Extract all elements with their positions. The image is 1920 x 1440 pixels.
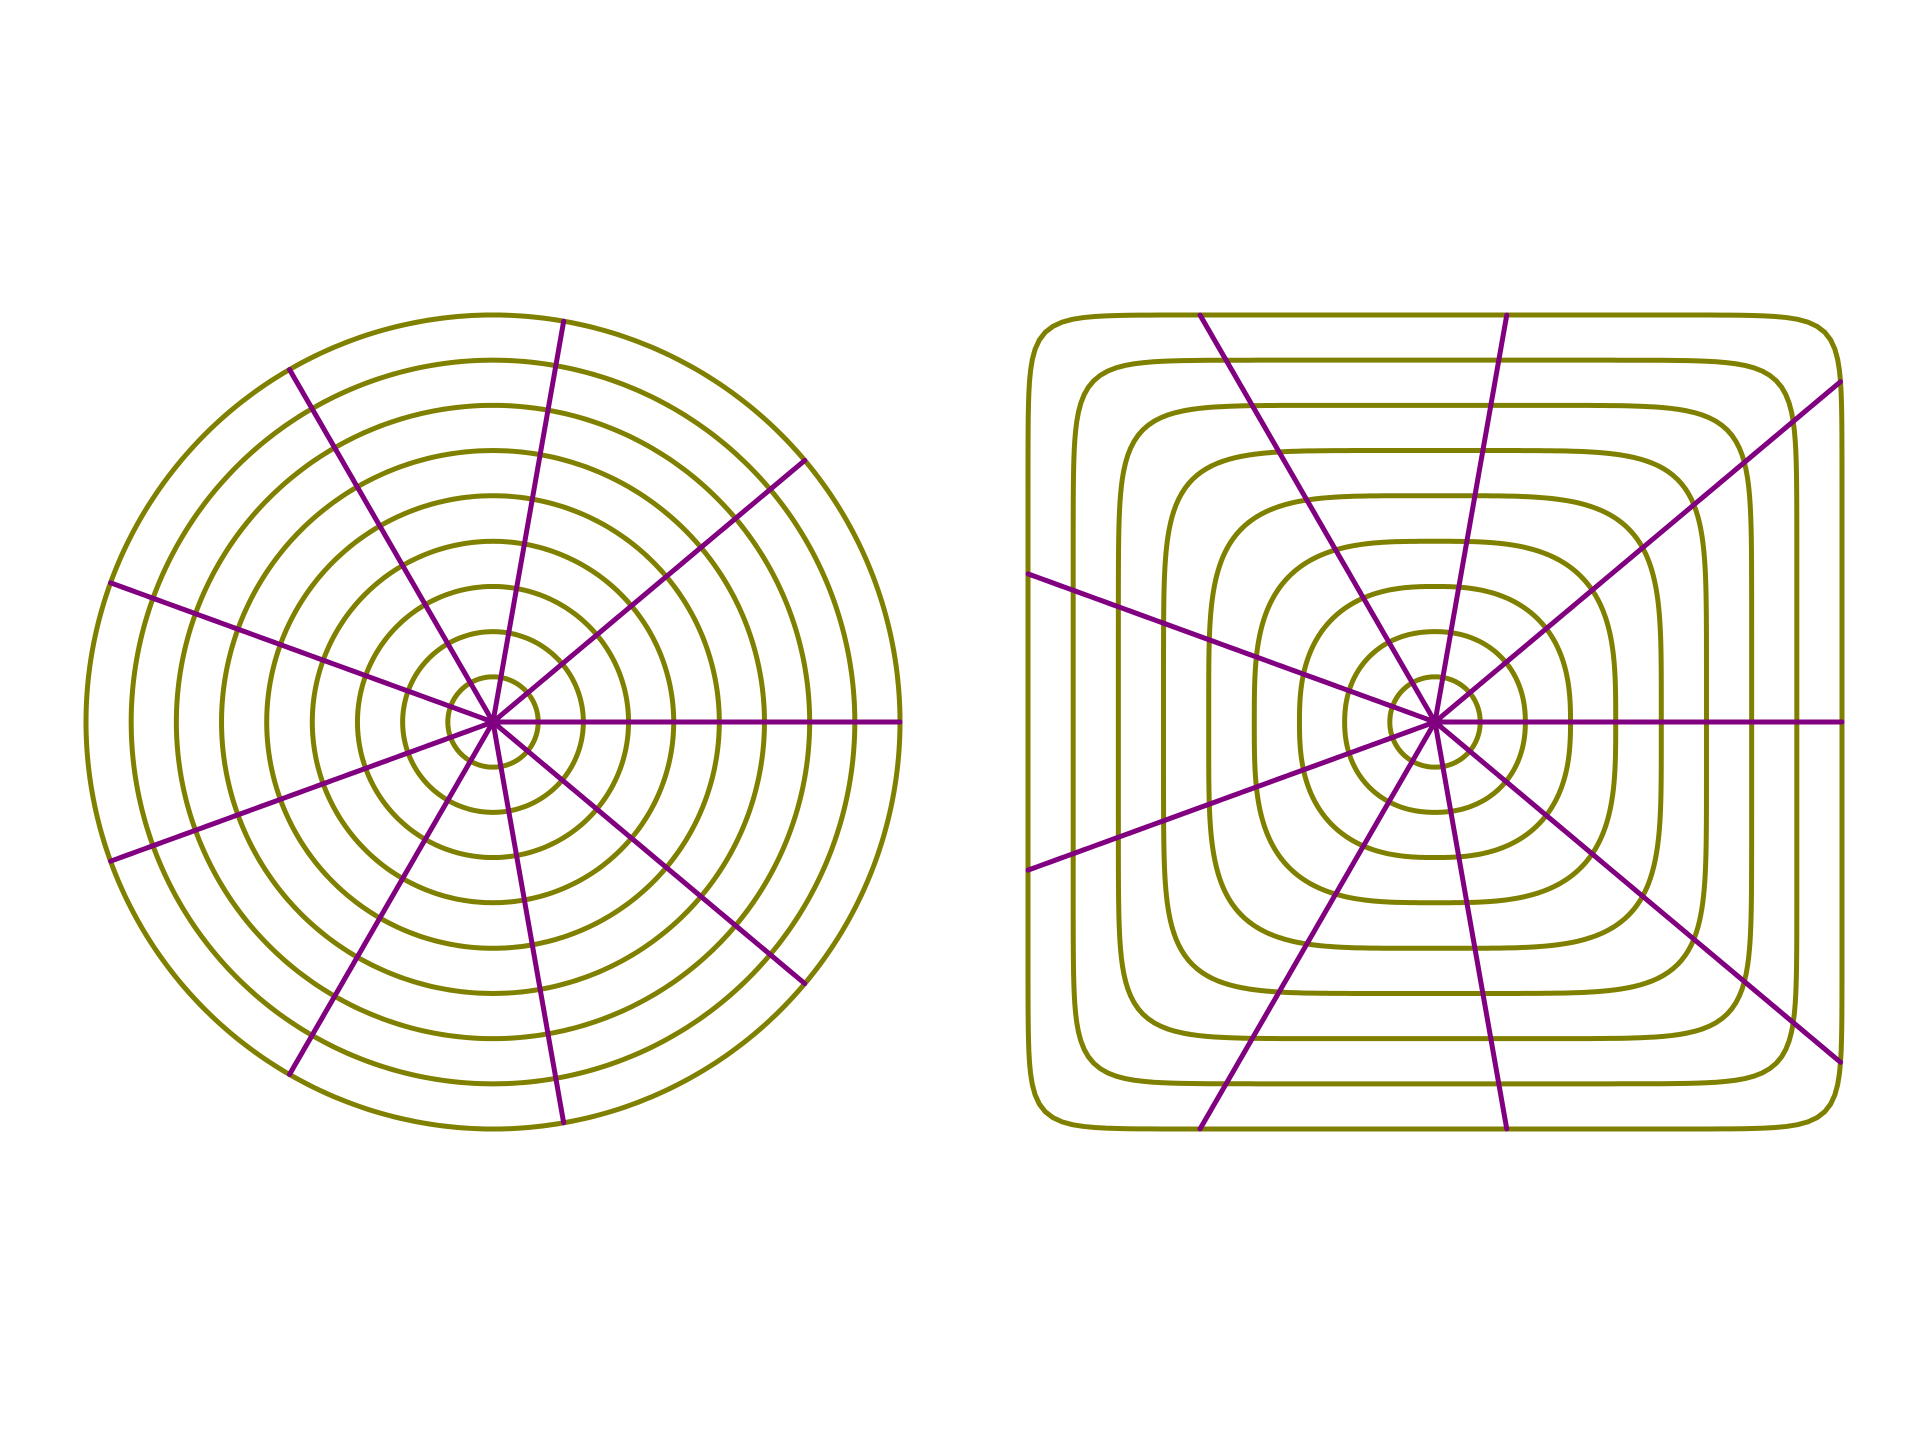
spoke-3 [1432, 312, 1510, 725]
ring-8 [1070, 357, 1800, 1087]
ring-4 [1251, 538, 1619, 906]
spoke-4 [1197, 312, 1438, 725]
spoke-2 [490, 457, 808, 725]
spoke-5 [1025, 571, 1438, 725]
ring-7 [173, 402, 813, 1042]
ring-7 [1115, 402, 1755, 1042]
spoke-6 [108, 719, 496, 864]
spoke-4 [287, 367, 496, 725]
spoke-8 [490, 719, 567, 1126]
ring-4 [309, 538, 677, 906]
spoke-8 [1432, 719, 1510, 1132]
spoke-7 [287, 719, 496, 1077]
ring-2 [1342, 629, 1528, 815]
spoke-9 [490, 719, 808, 987]
ring-5 [1206, 493, 1664, 951]
ring-1 [1387, 674, 1483, 770]
circle-panel [83, 312, 903, 1132]
ring-1 [445, 674, 541, 770]
spoke-3 [490, 318, 567, 725]
ring-8 [128, 357, 858, 1087]
spoke-6 [1025, 719, 1438, 873]
ring-2 [400, 629, 586, 815]
spoke-9 [1432, 719, 1844, 1065]
ring-3 [1296, 583, 1574, 861]
ring-3 [354, 583, 632, 861]
ring-6 [1161, 448, 1709, 996]
ring-9 [83, 312, 903, 1132]
square-panel [1025, 312, 1845, 1132]
ring-6 [219, 448, 767, 996]
spoke-5 [108, 580, 496, 725]
ring-5 [264, 493, 722, 951]
spoke-7 [1197, 719, 1438, 1132]
ring-9 [1025, 312, 1845, 1132]
spoke-2 [1432, 379, 1844, 725]
